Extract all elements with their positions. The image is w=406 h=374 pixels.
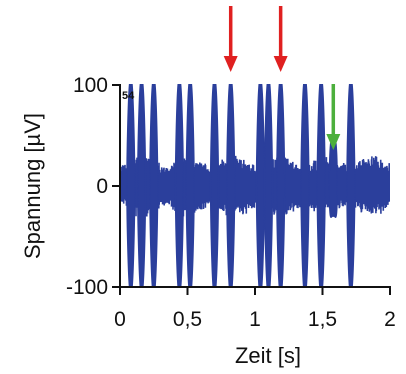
spike bbox=[263, 84, 274, 286]
spike bbox=[209, 84, 220, 286]
spike bbox=[174, 84, 185, 286]
y-ticks: 100 0 -100 bbox=[66, 74, 120, 299]
spike bbox=[226, 84, 236, 286]
x-ticks: 0 0,5 1 1,5 2 bbox=[114, 287, 396, 331]
spike bbox=[346, 84, 356, 286]
y-tick-label: 100 bbox=[73, 74, 108, 97]
spike bbox=[136, 84, 147, 286]
x-axis-title: Zeit [s] bbox=[235, 343, 301, 368]
spike bbox=[300, 84, 310, 286]
signal-trace bbox=[120, 155, 390, 217]
x-tick-label: 0 bbox=[114, 308, 126, 331]
spike bbox=[149, 84, 159, 286]
x-tick-label: 1,5 bbox=[308, 308, 337, 331]
spike bbox=[316, 84, 326, 286]
y-tick-label: -100 bbox=[66, 276, 108, 299]
panel-label: 54 bbox=[122, 90, 135, 102]
x-tick-label: 1 bbox=[249, 308, 261, 331]
y-axis-title: Spannung [µV] bbox=[20, 113, 45, 259]
red-arrow-icon bbox=[273, 6, 288, 72]
spike bbox=[126, 84, 136, 286]
y-tick-label: 0 bbox=[96, 175, 108, 198]
spike bbox=[185, 84, 195, 286]
spike bbox=[276, 84, 286, 286]
x-tick-label: 0,5 bbox=[173, 308, 202, 331]
green-arrow-icon bbox=[326, 84, 341, 150]
red-arrow-icon bbox=[223, 6, 238, 72]
x-tick-label: 2 bbox=[384, 308, 396, 331]
plot-area bbox=[120, 84, 390, 286]
annotations bbox=[223, 6, 341, 150]
spike bbox=[255, 84, 266, 286]
